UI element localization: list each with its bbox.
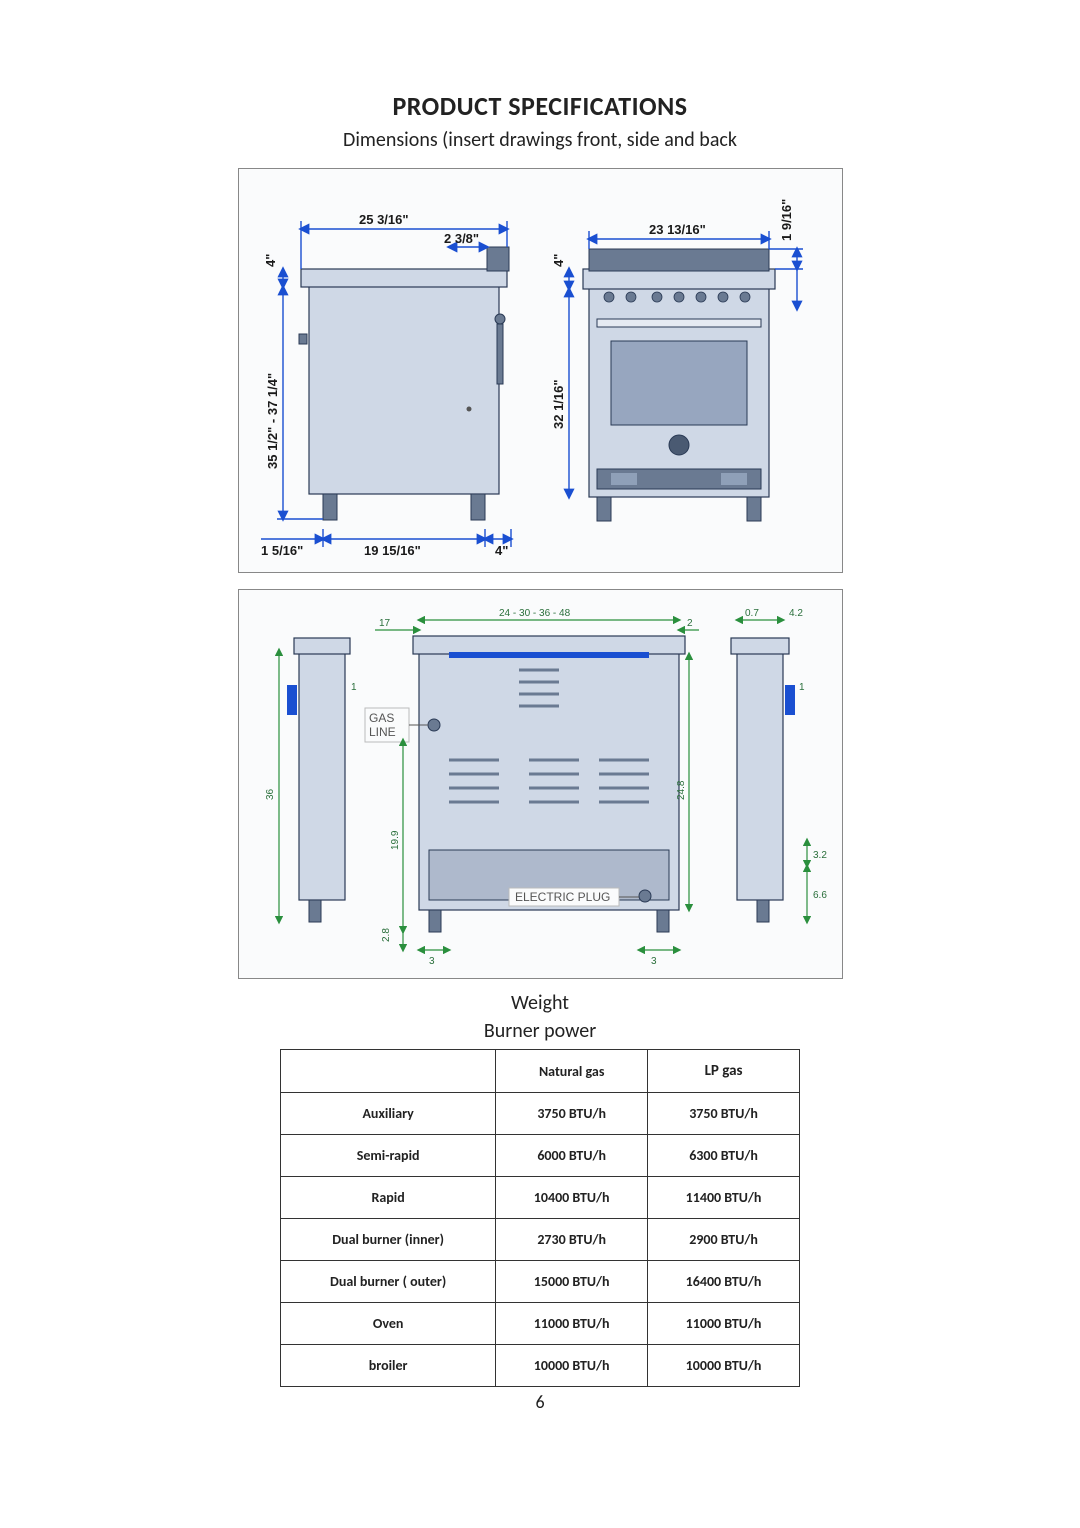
d1b: 1 (799, 682, 805, 693)
table-header-row: Natural gas LP gas (281, 1050, 800, 1093)
figure-side-front: 25 3/16" 2 3/8" 4" 35 1/2" - 37 1/4" 1 5… (238, 168, 843, 573)
burner-power-label: Burner power (80, 1019, 1000, 1043)
table-row: broiler10000 BTU/h10000 BTU/h (281, 1345, 800, 1387)
figure-rear-install: 36 1 (238, 589, 843, 979)
burner-table: Natural gas LP gas Auxiliary3750 BTU/h37… (280, 1049, 800, 1387)
weight-label: Weight (80, 991, 1000, 1015)
side-view: 25 3/16" 2 3/8" 4" 35 1/2" - 37 1/4" 1 5… (261, 212, 511, 558)
d28: 2.8 (381, 928, 392, 942)
dim-side-top: 25 3/16" (359, 212, 409, 227)
rear-left-profile: 36 1 (265, 638, 357, 922)
page-number: 6 (80, 1391, 1000, 1413)
front-view: 23 13/16" 1 9/16" 4" 32 1/16" (551, 199, 803, 521)
dim-front-riser: 1 9/16" (779, 199, 794, 241)
d1a: 1 (351, 682, 357, 693)
dim-side-height: 35 1/2" - 37 1/4" (265, 373, 280, 469)
dim-front-4: 4" (551, 254, 566, 267)
table-row: Dual burner (inner)2730 BTU/h2900 BTU/h (281, 1219, 800, 1261)
top-widths: 24 - 30 - 36 - 48 (499, 608, 571, 619)
gas-line-label-2: LINE (369, 725, 396, 739)
dim-front-oven-h: 32 1/16" (551, 379, 566, 429)
d66: 6.6 (813, 890, 827, 901)
d07: 0.7 (745, 608, 759, 619)
table-row: Oven11000 BTU/h11000 BTU/h (281, 1303, 800, 1345)
figure1-svg: 25 3/16" 2 3/8" 4" 35 1/2" - 37 1/4" 1 5… (239, 169, 844, 574)
col-lp-gas: LP gas (648, 1050, 800, 1093)
table-row: Semi-rapid6000 BTU/h6300 BTU/h (281, 1135, 800, 1177)
table-row: Rapid10400 BTU/h11400 BTU/h (281, 1177, 800, 1219)
dim-foot-span: 19 15/16" (364, 543, 421, 558)
gas-line-label-1: GAS (369, 711, 394, 725)
table-row: Dual burner ( outer)15000 BTU/h16400 BTU… (281, 1261, 800, 1303)
page-title: PRODUCT SPECIFICATIONS (80, 90, 1000, 122)
d2: 2 (687, 618, 693, 629)
dim-foot-right: 4" (495, 543, 508, 558)
d3a: 3 (429, 956, 435, 967)
d199: 19.9 (390, 830, 401, 850)
dim-foot-left: 1 5/16" (261, 543, 303, 558)
dimensions-subtitle: Dimensions (insert drawings front, side … (80, 128, 1000, 152)
dim-front-width: 23 13/16" (649, 222, 706, 237)
figure2-svg: 36 1 (239, 590, 844, 980)
rear-center: 24 - 30 - 36 - 48 17 2 GAS LINE ELECTRIC… (365, 608, 699, 967)
rear-right-profile: 0.7 4.2 1 3.2 6.6 (731, 608, 827, 922)
page: PRODUCT SPECIFICATIONS Dimensions (inser… (0, 0, 1080, 1528)
dim-side-back: 2 3/8" (444, 231, 479, 246)
d36: 36 (265, 788, 276, 800)
electric-plug-label: ELECTRIC PLUG (515, 890, 610, 904)
d42: 4.2 (789, 608, 803, 619)
dim-side-4: 4" (263, 254, 278, 267)
table-row: Auxiliary3750 BTU/h3750 BTU/h (281, 1093, 800, 1135)
col-blank (281, 1050, 496, 1093)
col-natural-gas: Natural gas (496, 1050, 648, 1093)
d17: 17 (379, 618, 391, 629)
d248: 24.8 (676, 780, 687, 800)
d32: 3.2 (813, 850, 827, 861)
d3b: 3 (651, 956, 657, 967)
burner-table-body: Auxiliary3750 BTU/h3750 BTU/h Semi-rapid… (281, 1093, 800, 1387)
